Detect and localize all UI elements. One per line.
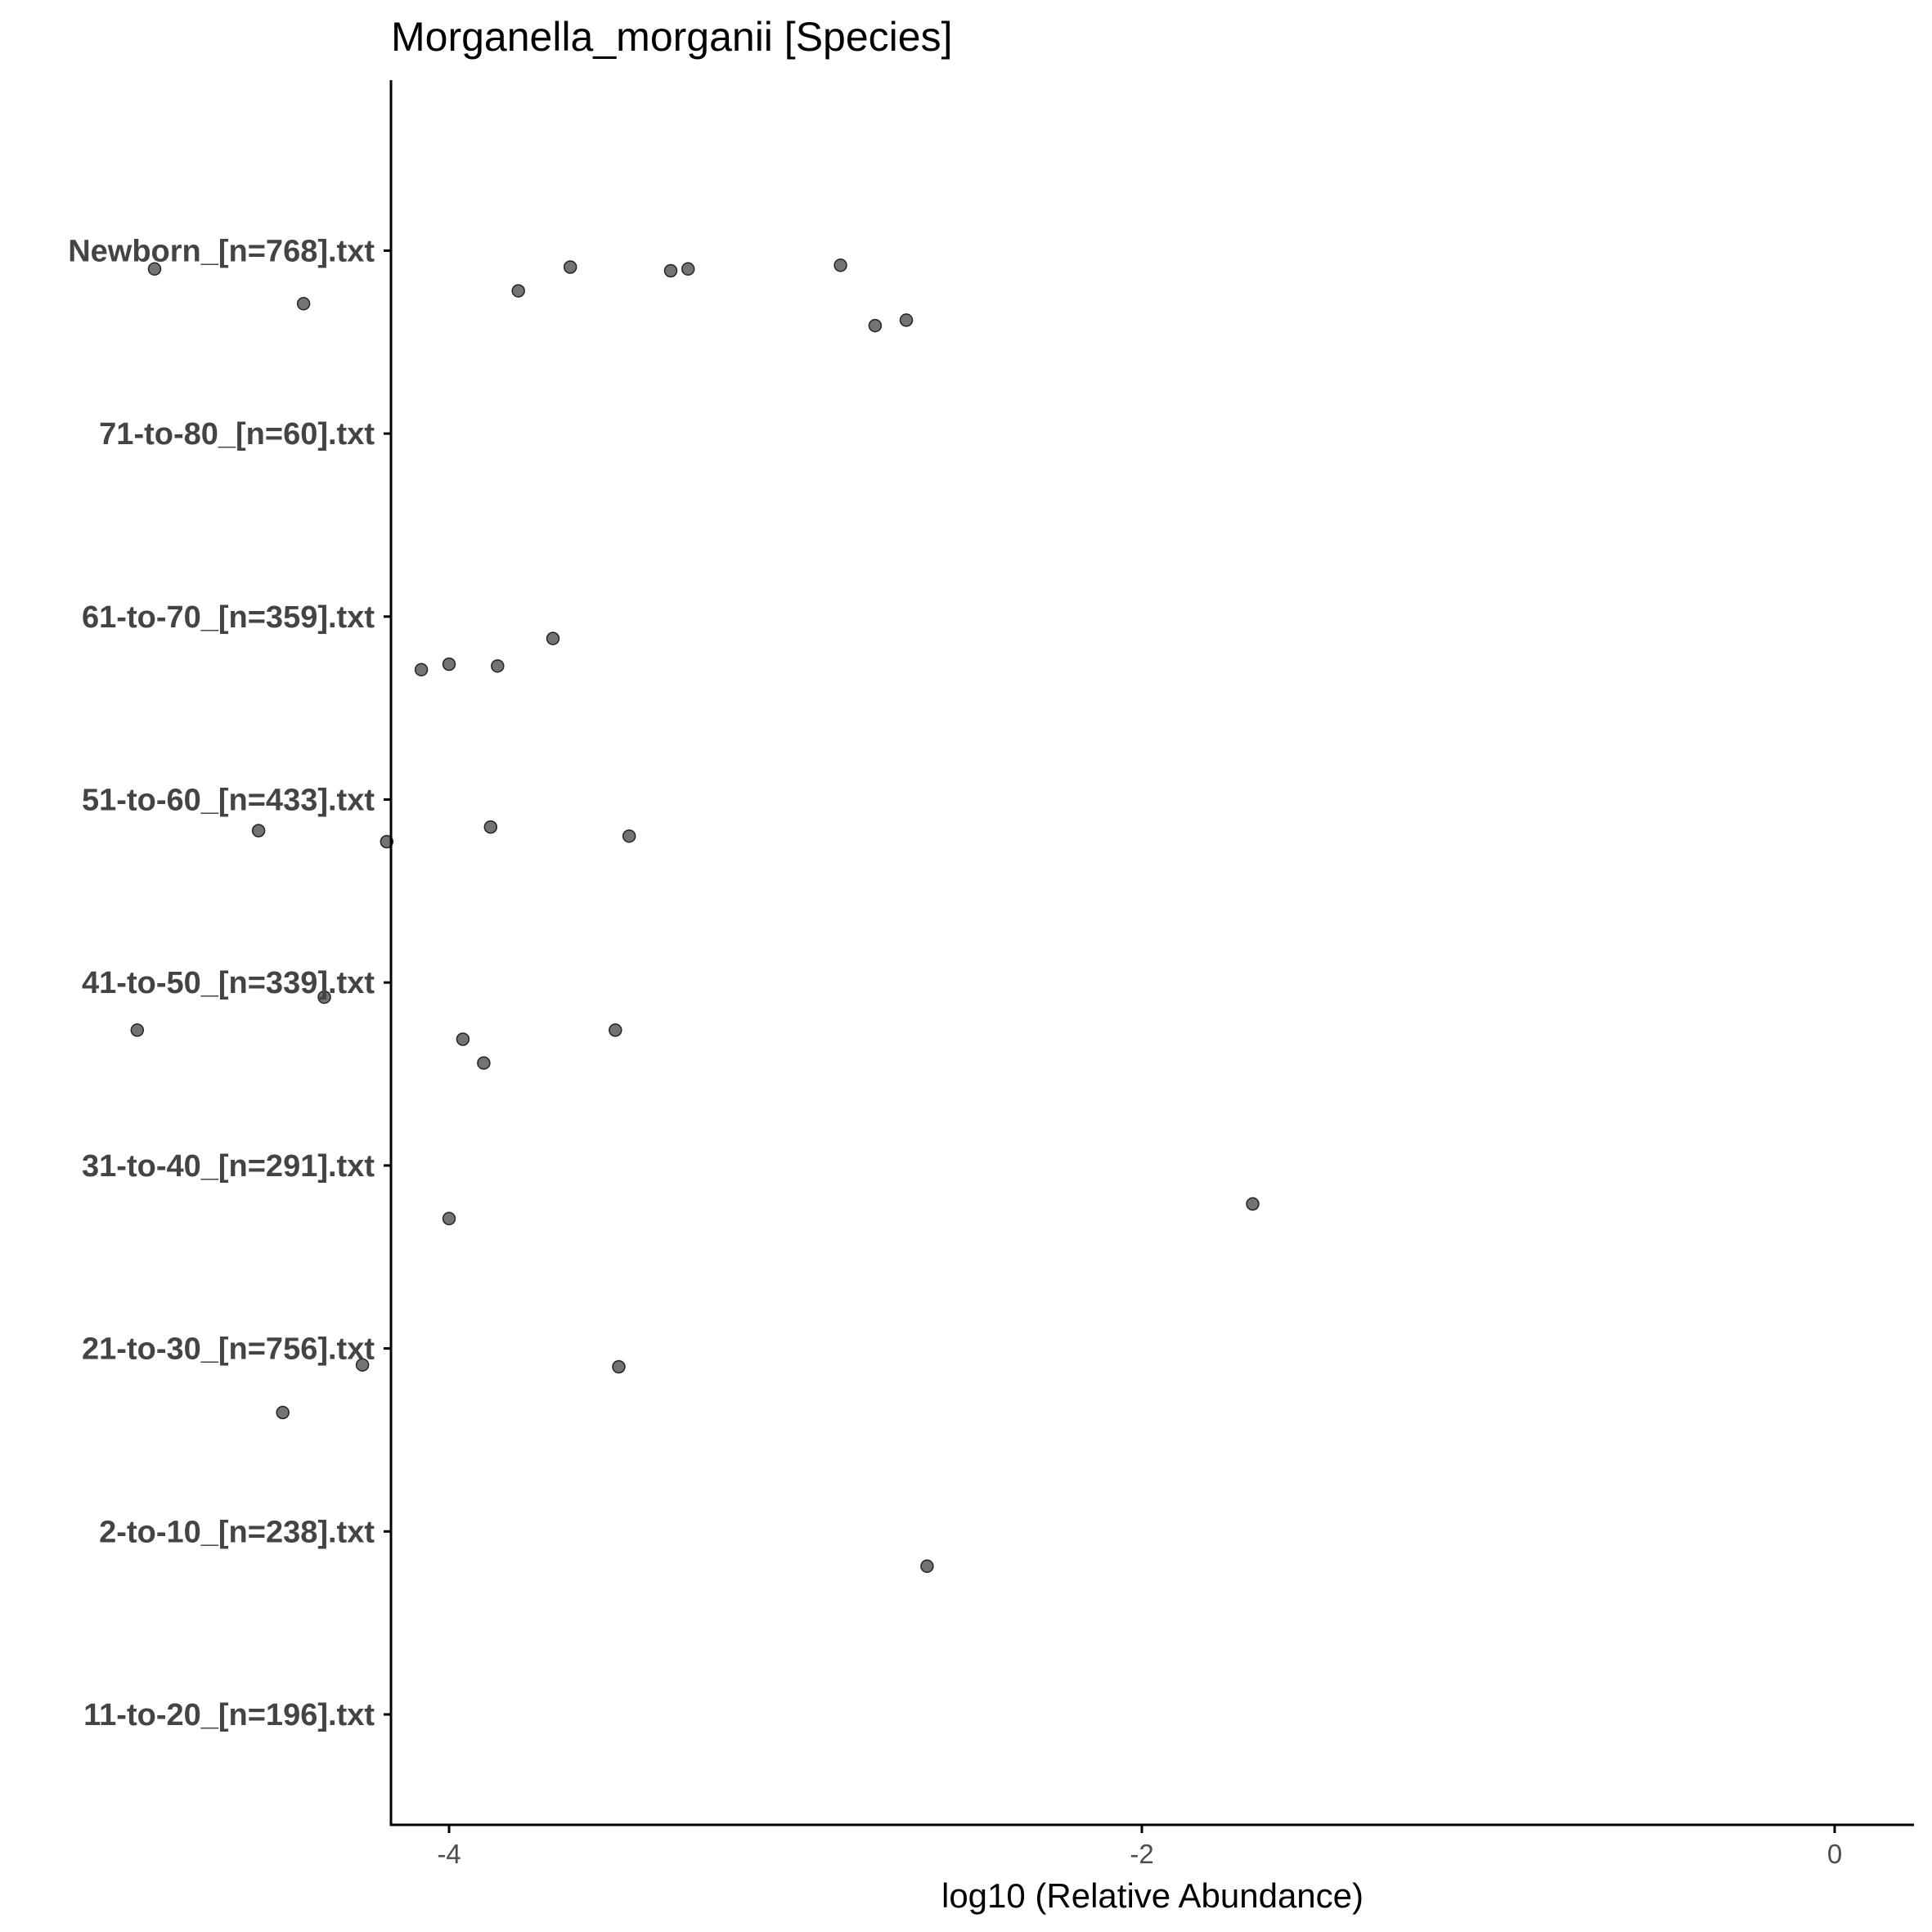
data-point	[130, 1023, 145, 1037]
y-tick-label: 71-to-80_[n=60].txt	[99, 417, 375, 452]
data-point	[442, 657, 456, 672]
data-point	[622, 829, 636, 843]
y-tick-label: 51-to-60_[n=433].txt	[82, 784, 375, 818]
data-point	[1246, 1197, 1260, 1211]
data-point	[442, 1211, 456, 1226]
data-point	[612, 1359, 626, 1374]
data-point	[491, 658, 505, 673]
y-tick-label: 11-to-20_[n=196].txt	[83, 1698, 375, 1732]
data-point	[681, 262, 695, 276]
data-point	[511, 284, 525, 298]
y-tick-label: 2-to-10_[n=238].txt	[99, 1515, 375, 1549]
x-tick-label: -2	[1130, 1839, 1153, 1869]
data-point	[920, 1559, 934, 1574]
data-point	[833, 258, 847, 272]
data-point	[276, 1405, 290, 1420]
data-point	[609, 1023, 622, 1037]
data-point	[296, 297, 311, 311]
data-point	[456, 1032, 470, 1046]
data-point	[483, 820, 498, 834]
x-tick-label: -4	[437, 1839, 461, 1869]
y-tick-label: 21-to-30_[n=756].txt	[82, 1332, 375, 1367]
chart-title: Morganella_morganii [Species]	[391, 14, 952, 60]
x-axis-label: log10 (Relative Abundance)	[941, 1876, 1364, 1915]
y-tick-label: 61-to-70_[n=359].txt	[82, 600, 375, 635]
data-point	[477, 1056, 491, 1070]
y-tick-label: Newborn_[n=768].txt	[68, 234, 375, 268]
data-point	[251, 824, 266, 838]
data-point	[414, 663, 429, 676]
data-point	[546, 631, 560, 645]
data-point	[317, 990, 331, 1004]
data-point	[563, 260, 577, 274]
data-point	[663, 263, 678, 278]
y-tick-label: 41-to-50_[n=339].txt	[82, 966, 375, 1000]
y-tick-label: 31-to-40_[n=291].txt	[82, 1149, 375, 1184]
x-axis-ticks: -8-6-4-20	[437, 1825, 1842, 1869]
data-point	[147, 262, 162, 276]
data-point	[355, 1358, 370, 1372]
x-tick-label: 0	[1827, 1839, 1842, 1869]
data-point	[868, 318, 883, 333]
points-layer	[130, 258, 1260, 1574]
y-axis-labels: Newborn_[n=768].txt 71-to-80_[n=60].txt 61…	[68, 234, 391, 1732]
data-point	[899, 313, 914, 327]
